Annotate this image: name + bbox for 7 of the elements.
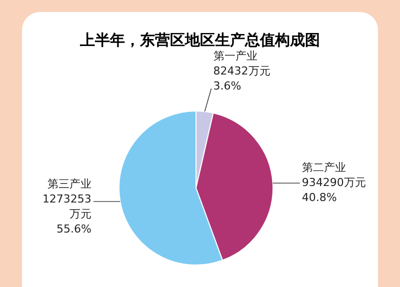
data-label: 82432万元 3.6% bbox=[213, 64, 270, 93]
data-label: 934290万元 40.8% bbox=[302, 176, 366, 204]
slice-label: 第三产业 bbox=[47, 178, 92, 191]
chart-title: 上半年，东营区地区生产总值构成图 bbox=[79, 31, 320, 49]
data-label: 1273253万元 55.6% bbox=[42, 192, 92, 236]
slice-label: 第二产业 bbox=[302, 161, 346, 174]
slice-label: 第一产业 bbox=[213, 50, 258, 63]
